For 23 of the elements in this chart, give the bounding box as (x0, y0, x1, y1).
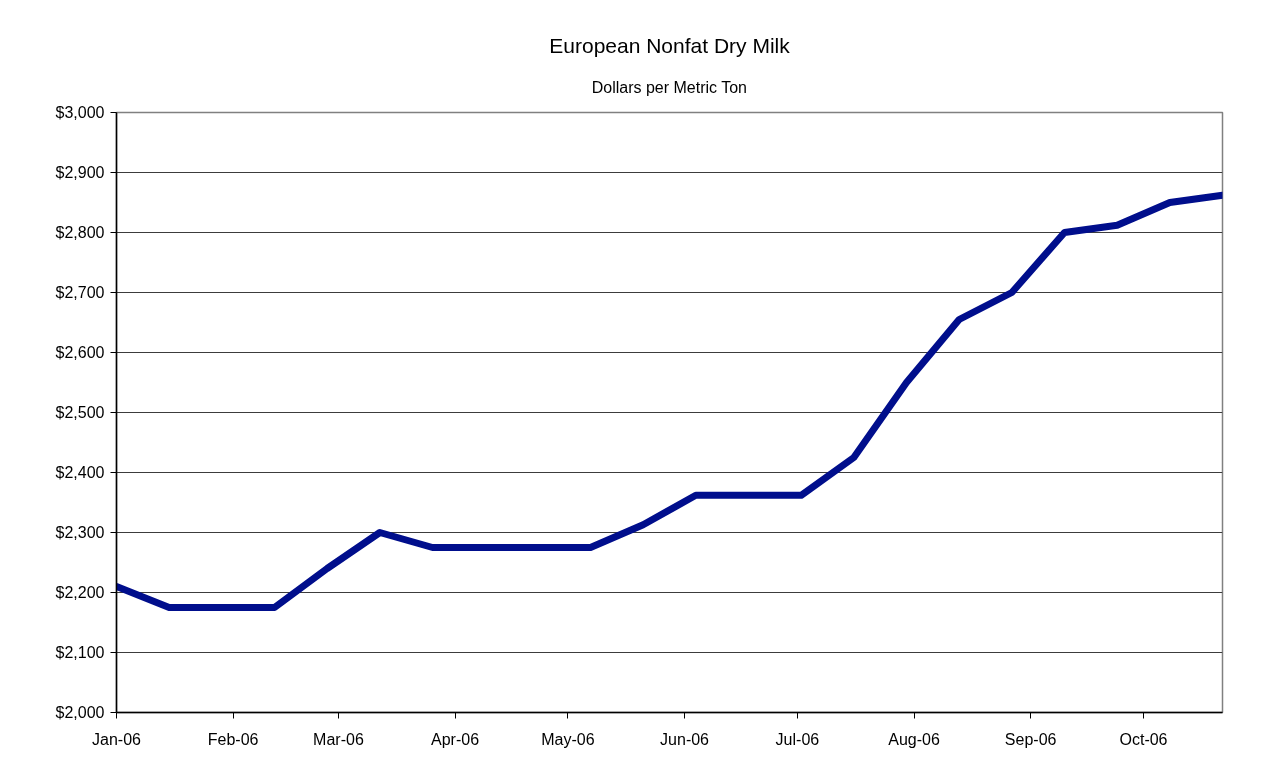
y-tick-label: $2,900 (55, 164, 105, 181)
y-tick-label: $3,000 (55, 104, 105, 121)
chart-title: European Nonfat Dry Milk (549, 33, 791, 57)
x-tick-label: Jan-06 (92, 730, 142, 748)
y-tick-label: $2,700 (55, 284, 105, 301)
y-tick-label: $2,000 (55, 704, 105, 721)
x-tick-label: Oct-06 (1119, 730, 1168, 748)
chart-subtitle: Dollars per Metric Ton (591, 79, 748, 96)
x-tick-label: Sep-06 (1004, 730, 1057, 748)
y-tick-label: $2,800 (55, 224, 105, 241)
y-tick-label: $2,300 (55, 524, 105, 541)
x-tick-label: Feb-06 (207, 730, 259, 748)
x-tick-label: Mar-06 (313, 730, 364, 748)
y-tick-label: $2,600 (55, 344, 105, 361)
x-tick-label: May-06 (541, 730, 595, 748)
y-tick-label: $2,400 (55, 464, 105, 481)
y-tick-label: $2,100 (55, 644, 105, 661)
y-tick-label: $2,200 (55, 584, 105, 601)
x-tick-label: Apr-06 (431, 730, 480, 748)
x-tick-label: Jul-06 (775, 730, 820, 748)
x-tick-label: Aug-06 (888, 730, 940, 748)
x-tick-label: Jun-06 (660, 730, 710, 748)
y-tick-label: $2,500 (55, 404, 105, 421)
